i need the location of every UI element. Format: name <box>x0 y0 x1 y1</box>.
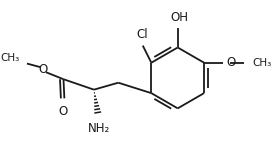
Text: Cl: Cl <box>136 28 148 41</box>
Text: O: O <box>58 105 67 118</box>
Text: O: O <box>39 63 48 76</box>
Text: OH: OH <box>170 11 188 24</box>
Text: CH₃: CH₃ <box>0 53 19 63</box>
Text: NH₂: NH₂ <box>88 122 110 135</box>
Text: O: O <box>227 56 236 69</box>
Text: CH₃: CH₃ <box>253 58 271 68</box>
